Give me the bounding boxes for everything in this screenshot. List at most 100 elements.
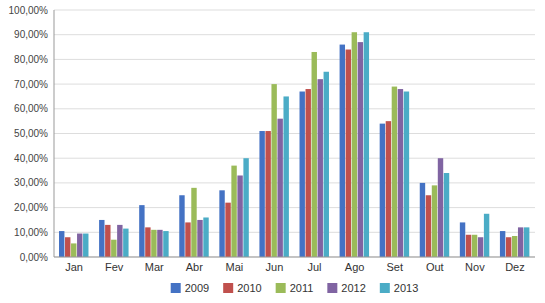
x-tick-label: Set [386, 261, 403, 273]
bar [512, 236, 517, 257]
bar [506, 237, 511, 257]
bar [265, 131, 270, 257]
y-tick-label: 100,00% [9, 5, 49, 16]
bar [466, 235, 471, 257]
bar [145, 227, 150, 257]
legend-swatch [223, 283, 233, 293]
legend-label: 2009 [185, 282, 209, 294]
legend: 2009 2010 2011 2012 2013 [171, 282, 419, 294]
legend-item: 2011 [276, 282, 314, 294]
y-tick-label: 0,00% [20, 252, 48, 263]
y-tick-label: 20,00% [14, 202, 48, 213]
legend-swatch [276, 283, 286, 293]
grid-line [54, 10, 535, 11]
bar [324, 72, 329, 257]
legend-swatch [171, 283, 181, 293]
bar [472, 235, 477, 257]
bar [203, 217, 208, 257]
bar [105, 225, 110, 257]
legend-swatch [380, 283, 390, 293]
grid-line [54, 207, 535, 208]
x-tick-label: Mar [145, 261, 164, 273]
x-tick-label: Ago [345, 261, 365, 273]
bar [364, 32, 369, 257]
bar [277, 119, 282, 257]
bar [77, 234, 82, 257]
bar [191, 188, 196, 257]
bar [518, 227, 523, 257]
legend-label: 2012 [341, 282, 365, 294]
bar [500, 231, 505, 257]
bar [225, 203, 230, 257]
bar [340, 45, 345, 257]
bar [283, 96, 288, 257]
bar [426, 195, 431, 257]
bar [271, 84, 276, 257]
bar [380, 124, 385, 257]
bar [111, 240, 116, 257]
y-tick-labels: 0,00%10,00%20,00%30,00%40,00%50,00%60,00… [9, 5, 49, 263]
bar [444, 173, 449, 257]
bar [460, 222, 465, 257]
bar [404, 92, 409, 257]
bar [219, 190, 224, 257]
grid-line [54, 257, 535, 258]
bars [59, 32, 529, 257]
legend-label: 2011 [290, 282, 314, 294]
chart: 0,00%10,00%20,00%30,00%40,00%50,00%60,00… [0, 0, 545, 303]
bar [352, 32, 357, 257]
grid-line [54, 133, 535, 134]
x-tick-label: Fev [105, 261, 124, 273]
bar [117, 225, 122, 257]
bar [99, 220, 104, 257]
bar [163, 231, 168, 257]
y-tick-label: 50,00% [14, 128, 48, 139]
y-tick-label: 80,00% [14, 54, 48, 65]
bar [438, 158, 443, 257]
bar [65, 237, 70, 257]
legend-label: 2010 [237, 282, 261, 294]
bar [398, 89, 403, 257]
bar [179, 195, 184, 257]
x-tick-label: Dez [505, 261, 525, 273]
grid [54, 10, 535, 257]
bar [312, 52, 317, 257]
bar [524, 227, 529, 257]
bar [306, 89, 311, 257]
y-tick-label: 60,00% [14, 103, 48, 114]
x-tick-label: Nov [465, 261, 485, 273]
x-tick-label: Jul [308, 261, 322, 273]
y-tick-label: 10,00% [14, 227, 48, 238]
bar [358, 42, 363, 257]
bar [318, 79, 323, 257]
grid-line [54, 84, 535, 85]
bar [185, 222, 190, 257]
bar [300, 92, 305, 257]
x-tick-label: Mai [226, 261, 244, 273]
bar [243, 158, 248, 257]
y-tick-label: 30,00% [14, 177, 48, 188]
bar [71, 243, 76, 257]
legend-item: 2010 [223, 282, 261, 294]
grid-line [54, 108, 535, 109]
bar [386, 121, 391, 257]
bar [259, 131, 264, 257]
grid-line [54, 59, 535, 60]
x-axis-line [54, 257, 535, 258]
x-tick-label: Jun [266, 261, 284, 273]
bar [484, 214, 489, 257]
legend-item: 2013 [380, 282, 418, 294]
x-tick-label: Jan [65, 261, 83, 273]
bar [197, 220, 202, 257]
x-tick-label: Out [426, 261, 444, 273]
legend-label: 2013 [394, 282, 418, 294]
legend-swatch [327, 283, 337, 293]
grid-line [54, 182, 535, 183]
bar [478, 237, 483, 257]
bar [231, 166, 236, 257]
bar [157, 230, 162, 257]
bar [432, 185, 437, 257]
y-tick-label: 70,00% [14, 79, 48, 90]
bar [123, 229, 128, 257]
legend-item: 2012 [327, 282, 365, 294]
